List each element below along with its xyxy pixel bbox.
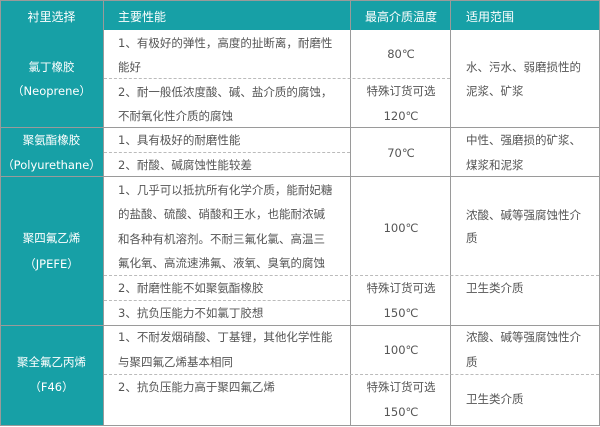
divider: [450, 0, 451, 426]
feature-text: 和各种有机溶剂。不耐三氟化氯、高温三: [118, 232, 325, 246]
temp-text: 150℃: [383, 405, 419, 419]
feature-text: 2、抗负压能力高于聚四氟乙烯: [118, 380, 275, 394]
feature-text: 能好: [118, 60, 141, 74]
feature-text: 氟化氧、高流速沸氟、液氧、臭氧的腐蚀: [118, 256, 325, 270]
lining-name: 聚全氟乙丙烯: [17, 355, 86, 369]
header-scope: 适用范围: [466, 10, 515, 24]
temp-text: 80℃: [387, 47, 415, 61]
temp-text: 特殊订货可选: [366, 84, 436, 98]
feature-text: 1、不耐发烟硝酸、丁基锂，其他化学性能: [118, 330, 333, 344]
header-properties: 主要性能: [118, 10, 167, 24]
feature-text: 2、耐一般低浓度酸、碱、盐介质的腐蚀，: [118, 85, 333, 99]
divider: [0, 0, 1, 426]
feature-text: 2、耐酸、碱腐蚀性能较差: [118, 158, 252, 172]
feature-text: 2、耐磨性能不如聚氨酯橡胶: [118, 281, 264, 295]
feature-text: 1、具有极好的耐磨性能: [118, 133, 241, 147]
temp-text: 70℃: [387, 146, 415, 160]
dashed-divider: [104, 78, 450, 79]
lining-code: （F46）: [29, 380, 74, 394]
divider: [0, 176, 600, 177]
divider: [350, 0, 351, 426]
label-column: [0, 30, 103, 426]
temp-text: 100℃: [383, 343, 419, 357]
divider: [0, 0, 600, 1]
scope-text: 水、污水、弱磨损性的: [466, 60, 581, 74]
divider: [0, 425, 600, 426]
dashed-divider: [104, 275, 599, 276]
scope-text: 煤浆和泥浆: [466, 158, 524, 172]
lining-name: 聚氨酯橡胶: [22, 133, 81, 147]
dashed-divider: [104, 300, 350, 301]
header-max-temp: 最高介质温度: [364, 10, 437, 24]
lining-name: 氯丁橡胶: [28, 60, 75, 74]
feature-text: 1、几乎可以抵抗所有化学介质，能耐妃糖: [118, 183, 333, 197]
dashed-divider: [104, 374, 599, 375]
scope-text: 泥浆、矿浆: [466, 84, 524, 98]
scope-text: 卫生类介质: [466, 392, 524, 406]
scope-text: 中性、强磨损的矿浆、: [466, 133, 581, 147]
feature-text: 不耐氧化性介质的腐蚀: [118, 109, 233, 123]
header-row: [0, 0, 600, 30]
lining-code: （Neoprene）: [12, 84, 91, 98]
header-lining: 衬里选择: [27, 10, 76, 24]
feature-text: 3、抗负压能力不如氯丁胶想: [118, 306, 264, 320]
feature-text: 与聚四氟乙烯基本相同: [118, 355, 233, 369]
dashed-divider: [104, 152, 350, 153]
scope-text: 质: [466, 231, 478, 245]
lining-code: （JPEFE）: [24, 257, 79, 271]
scope-text: 浓酸、碱等强腐蚀性介: [466, 330, 581, 344]
temp-text: 150℃: [383, 306, 419, 320]
scope-text: 卫生类介质: [466, 281, 524, 295]
scope-text: 质: [466, 355, 478, 369]
temp-text: 120℃: [383, 109, 419, 123]
feature-text: 1、有极好的弹性，高度的扯断离，耐磨性: [118, 36, 333, 50]
temp-text: 特殊订货可选: [366, 380, 436, 394]
divider: [0, 325, 600, 326]
lining-code: （Polyurethane）: [2, 158, 101, 172]
temp-text: 特殊订货可选: [366, 281, 436, 295]
scope-text: 浓酸、碱等强腐蚀性介: [466, 208, 581, 222]
divider: [0, 127, 600, 128]
temp-text: 100℃: [383, 221, 419, 235]
lining-name: 聚四氟乙烯: [22, 231, 81, 245]
divider: [103, 0, 104, 426]
feature-text: 的盐酸、硫酸、硝酸和王水，也能耐浓碱: [118, 207, 325, 221]
